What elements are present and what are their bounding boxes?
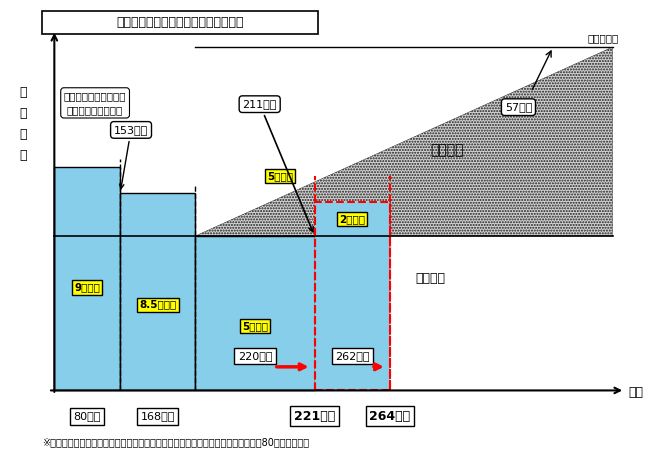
Text: 220万円: 220万円 [238, 351, 272, 361]
Text: 153万円: 153万円 [114, 125, 148, 189]
Text: 保
険
料
額: 保 険 料 額 [19, 86, 27, 162]
Text: ※　数字は、年金収入のみの夫婦２人世帯での夫の年金収入の額（妻の年金収入は80万円以下）。: ※ 数字は、年金収入のみの夫婦２人世帯での夫の年金収入の額（妻の年金収入は80万… [42, 437, 309, 448]
Text: 低所得者等の軽減相当
分は公費により補填: 低所得者等の軽減相当 分は公費により補填 [64, 91, 126, 115]
Text: 80万円: 80万円 [74, 411, 101, 421]
Text: 所得に応じた保険料軽減　イメージ図: 所得に応じた保険料軽減 イメージ図 [116, 16, 244, 29]
Bar [315, 202, 390, 391]
Text: 221万円: 221万円 [294, 410, 335, 423]
Text: 211万円: 211万円 [242, 99, 313, 232]
Text: 5割軽減: 5割軽減 [242, 321, 268, 331]
Text: 262万円: 262万円 [335, 351, 369, 361]
Bar [196, 236, 315, 391]
Text: 賦課限度額: 賦課限度額 [588, 33, 619, 43]
Bar [54, 167, 120, 391]
Bar [120, 193, 196, 391]
Text: 168万円: 168万円 [141, 411, 175, 421]
Text: 収入: 収入 [628, 386, 643, 399]
Text: 均等割額: 均等割額 [415, 272, 445, 285]
Text: 5割軽減: 5割軽減 [267, 171, 293, 181]
Text: 264万円: 264万円 [369, 410, 410, 423]
Polygon shape [196, 47, 612, 236]
Text: 9割軽減: 9割軽減 [75, 282, 100, 292]
Text: 57万円: 57万円 [505, 102, 532, 112]
Bar [42, 11, 318, 34]
Text: 2割軽減: 2割軽減 [340, 214, 365, 224]
Text: 所得割額: 所得割額 [431, 143, 464, 157]
Text: 8.5割軽減: 8.5割軽減 [139, 299, 176, 309]
